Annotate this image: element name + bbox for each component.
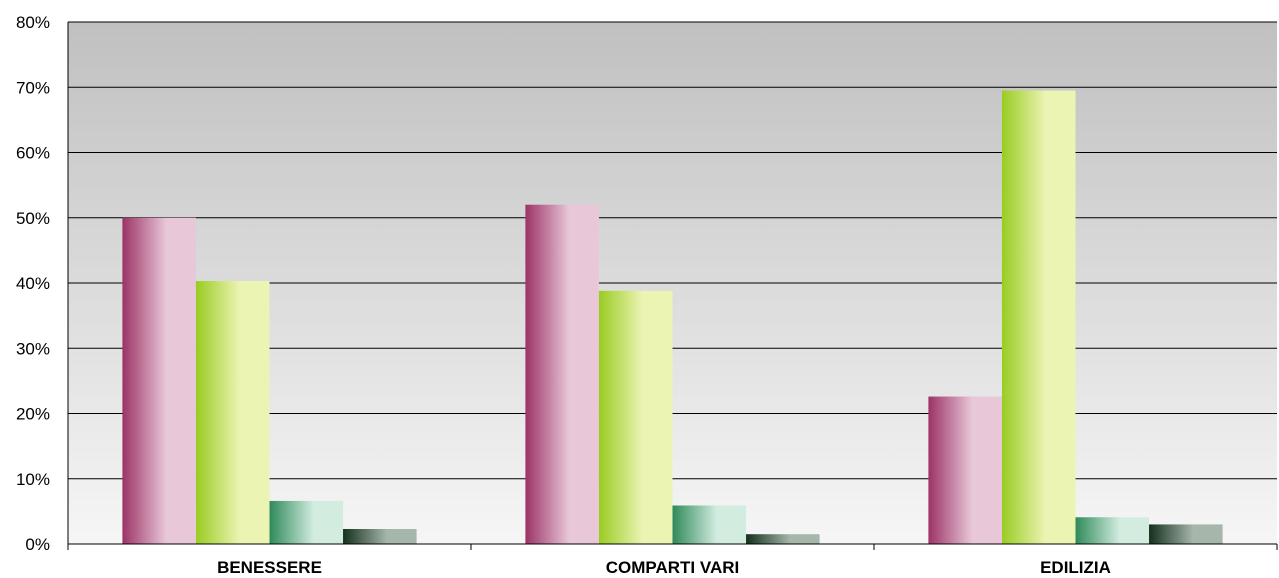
axes bbox=[67, 22, 1278, 550]
bar-benessere-3 bbox=[269, 500, 344, 544]
x-category-label: BENESSERE bbox=[217, 558, 322, 577]
y-tick-label: 80% bbox=[16, 13, 50, 32]
y-tick-label: 10% bbox=[16, 470, 50, 489]
bar-comparti-vari-2 bbox=[598, 290, 673, 544]
bar-edilizia-2 bbox=[1001, 90, 1076, 544]
x-category-label: EDILIZIA bbox=[1040, 558, 1111, 577]
bar-edilizia-3 bbox=[1075, 517, 1150, 544]
x-category-label: COMPARTI VARI bbox=[606, 558, 739, 577]
y-tick-label: 60% bbox=[16, 144, 50, 163]
y-tick-label: 70% bbox=[16, 78, 50, 97]
y-tick-label: 0% bbox=[25, 535, 50, 554]
bar-edilizia-4 bbox=[1149, 524, 1223, 544]
bar-comparti-vari-1 bbox=[525, 204, 599, 544]
y-tick-label: 50% bbox=[16, 209, 50, 228]
y-tick-label: 20% bbox=[16, 405, 50, 424]
bar-benessere-2 bbox=[195, 281, 270, 544]
bar-comparti-vari-3 bbox=[672, 505, 747, 544]
bar-benessere-4 bbox=[343, 528, 417, 544]
y-tick-label: 30% bbox=[16, 339, 50, 358]
bar-comparti-vari-4 bbox=[746, 534, 820, 544]
bar-benessere-1 bbox=[122, 217, 196, 544]
y-axis-tick-labels: 0% 10% 20% 30% 40% 50% 60% 70% 80% bbox=[16, 13, 50, 554]
y-tick-label: 40% bbox=[16, 274, 50, 293]
bars bbox=[122, 90, 1223, 544]
bar-edilizia-1 bbox=[928, 396, 1002, 544]
x-axis-category-labels: BENESSERE COMPARTI VARI EDILIZIA bbox=[217, 558, 1111, 577]
